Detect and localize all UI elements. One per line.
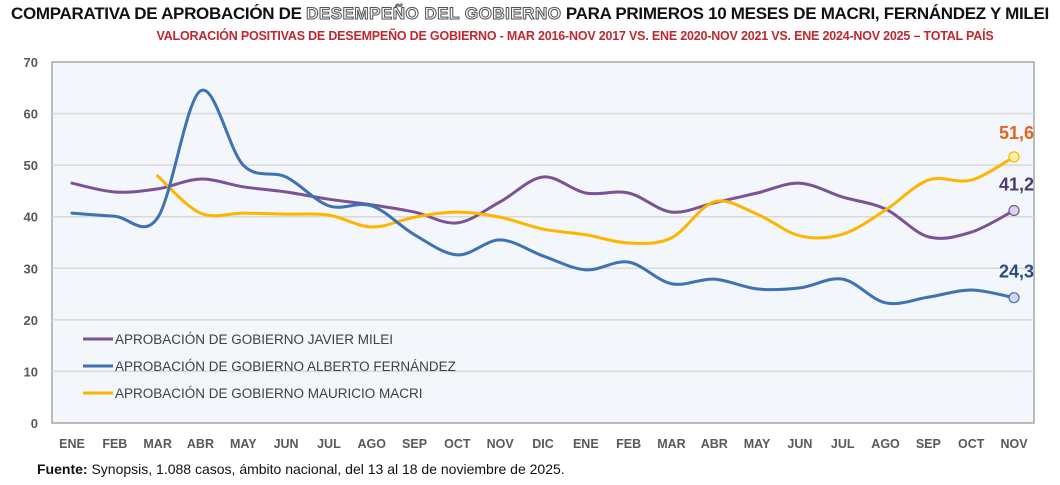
end-value-label: 24,3 [999, 262, 1034, 282]
x-tick-label: ABR [187, 437, 214, 451]
legend-label: APROBACIÓN DE GOBIERNO JAVIER MILEI [115, 332, 393, 347]
chart-title-highlight: DESEMPEÑO DEL GOBIERNO [306, 4, 562, 24]
x-tick-label: DIC [532, 437, 554, 451]
legend: APROBACIÓN DE GOBIERNO JAVIER MILEI APROB… [83, 332, 456, 401]
chart-title: COMPARATIVA DE APROBACIÓN DE DESEMPEÑO D… [0, 4, 1060, 24]
y-tick-label: 60 [24, 107, 38, 122]
chart-subtitle: VALORACIÓN POSITIVAS DE DESEMPEÑO DE GOB… [156, 29, 994, 43]
end-marker [1008, 151, 1020, 163]
end-value-label: 51,6 [999, 123, 1034, 143]
x-tick-label: MAR [143, 437, 171, 451]
chart-title-prefix: COMPARATIVA DE APROBACIÓN DE [11, 4, 307, 23]
x-tick-label: ABR [701, 437, 728, 451]
x-tick-label: MAY [230, 437, 257, 451]
y-tick-label: 30 [24, 261, 38, 276]
x-tick-label: OCT [958, 437, 985, 451]
x-tick-label: AGO [357, 437, 386, 451]
plot-area [51, 61, 1035, 424]
series-line [70, 175, 1016, 240]
x-tick-label: JUL [831, 437, 855, 451]
legend-label: APROBACIÓN DE GOBIERNO ALBERTO FERNÁNDEZ [115, 359, 456, 374]
x-tick-label: MAY [744, 437, 771, 451]
end-value-label: 41,2 [999, 175, 1034, 195]
x-tick-label: JUN [274, 437, 299, 451]
end-markers [1008, 151, 1020, 304]
y-axis-ticks: 0 10 20 30 40 50 60 70 [24, 55, 38, 431]
end-marker [1008, 292, 1020, 304]
source-footer: Fuente: Synopsis, 1.088 casos, ámbito na… [37, 461, 565, 477]
series-line [70, 88, 1016, 306]
end-labels: 41,2 24,3 51,6 [999, 123, 1034, 282]
series-line [156, 155, 1016, 245]
x-tick-label: SEP [916, 437, 941, 451]
x-tick-label: ENE [573, 437, 599, 451]
end-marker [1008, 204, 1020, 217]
x-tick-label: MAR [657, 437, 685, 451]
x-tick-label: FEB [616, 437, 641, 451]
x-tick-label: JUL [317, 437, 341, 451]
x-tick-label: SEP [402, 437, 427, 451]
x-axis-ticks: ENE FEB MAR ABR MAY JUN JUL AGO SEP OCT NOV DIC ENE F… [59, 437, 1028, 451]
chart-title-suffix: PARA PRIMEROS 10 MESES DE MACRI, FERNÁND… [561, 4, 1049, 23]
x-tick-label: AGO [871, 437, 900, 451]
x-tick-label: NOV [487, 437, 515, 451]
source-label: Fuente: [37, 461, 88, 477]
y-tick-label: 70 [24, 55, 38, 70]
x-tick-label: ENE [59, 437, 85, 451]
x-tick-label: NOV [1000, 437, 1028, 451]
legend-label: APROBACIÓN DE GOBIERNO MAURICIO MACRI [115, 386, 423, 401]
y-tick-label: 50 [24, 158, 38, 173]
y-tick-label: 40 [24, 210, 38, 225]
gridlines [52, 112, 1034, 373]
y-tick-label: 0 [31, 416, 38, 431]
source-text: Synopsis, 1.088 casos, ámbito nacional, … [87, 461, 565, 477]
x-tick-label: OCT [444, 437, 471, 451]
y-tick-label: 20 [24, 313, 38, 328]
series-lines [70, 88, 1016, 306]
x-tick-label: JUN [787, 437, 812, 451]
x-tick-label: FEB [102, 437, 127, 451]
y-tick-label: 10 [24, 364, 38, 379]
